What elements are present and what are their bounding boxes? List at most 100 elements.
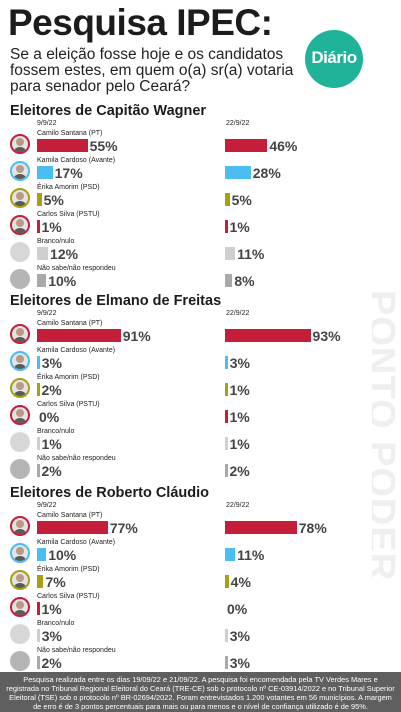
percentage-label: 4% xyxy=(230,574,251,590)
data-bar xyxy=(225,329,311,342)
data-bar xyxy=(37,464,40,477)
candidate-row: Érika Amorim (PSD) 5% 5% xyxy=(0,184,401,212)
data-bar xyxy=(37,629,40,642)
candidate-name: Kamila Cardoso (Avante) xyxy=(37,157,116,164)
data-bar xyxy=(37,139,88,152)
data-bar xyxy=(37,521,108,534)
data-bar xyxy=(225,521,297,534)
person-body-icon xyxy=(13,174,27,179)
data-bar xyxy=(225,166,251,179)
candidate-name: Carlos Silva (PSTU) xyxy=(37,593,100,600)
data-bar xyxy=(37,166,53,179)
candidate-photo xyxy=(10,378,30,398)
placeholder-circle-icon xyxy=(10,242,30,262)
person-icon xyxy=(16,138,24,146)
person-icon xyxy=(16,328,24,336)
data-bar xyxy=(225,383,228,396)
candidate-name: Érika Amorim (PSD) xyxy=(37,566,100,573)
data-bar xyxy=(225,220,228,233)
percentage-label: 55% xyxy=(89,138,118,154)
candidate-photo xyxy=(10,188,30,208)
candidate-name: Branco/nulo xyxy=(37,620,75,627)
candidate-row: Kamila Cardoso (Avante) 3% 3% xyxy=(0,347,401,375)
candidate-name: Não sabe/não respondeu xyxy=(37,265,116,272)
candidate-row: Érika Amorim (PSD) 2% 1% xyxy=(0,374,401,402)
percentage-label: 3% xyxy=(229,628,250,644)
candidate-photo xyxy=(10,405,30,425)
person-body-icon xyxy=(13,337,27,342)
percentage-label: 3% xyxy=(41,355,62,371)
candidate-photo xyxy=(10,134,30,154)
percentage-label: 46% xyxy=(269,138,298,154)
candidate-name: Branco/nulo xyxy=(37,428,75,435)
candidate-name: Camilo Santana (PT) xyxy=(37,130,103,137)
data-bar xyxy=(225,247,236,260)
candidate-name: Branco/nulo xyxy=(37,238,75,245)
candidate-name: Não sabe/não respondeu xyxy=(37,455,116,462)
percentage-label: 10% xyxy=(48,273,77,289)
data-bar xyxy=(37,356,40,369)
logo-text: Diário xyxy=(311,48,357,67)
candidate-row: Camilo Santana (PT) 77% 78% xyxy=(0,512,401,540)
person-icon xyxy=(16,219,24,227)
percentage-label: 1% xyxy=(229,382,250,398)
person-body-icon xyxy=(13,201,27,206)
percentage-label: 3% xyxy=(229,655,250,671)
percentage-label: 1% xyxy=(229,409,250,425)
data-bar xyxy=(225,274,233,287)
candidate-row: Camilo Santana (PT) 91% 93% xyxy=(0,320,401,348)
data-bar xyxy=(225,575,229,588)
percentage-label: 91% xyxy=(122,328,151,344)
data-bar xyxy=(37,437,40,450)
candidate-photo xyxy=(10,597,30,617)
percentage-label: 11% xyxy=(237,246,265,262)
data-bar xyxy=(37,329,121,342)
percentage-label: 0% xyxy=(227,601,248,617)
data-bar xyxy=(37,247,49,260)
page-title: Pesquisa IPEC: xyxy=(8,2,273,43)
candidate-row: Carlos Silva (PSTU) 1% 0% xyxy=(0,593,401,621)
candidate-row: Kamila Cardoso (Avante) 17% 28% xyxy=(0,157,401,185)
candidate-row: Carlos Silva (PSTU) 1% 1% xyxy=(0,211,401,239)
percentage-label: 5% xyxy=(231,192,252,208)
data-bar xyxy=(225,656,228,669)
person-icon xyxy=(16,355,24,363)
percentage-label: 1% xyxy=(229,436,250,452)
data-bar xyxy=(225,548,236,561)
candidate-name: Kamila Cardoso (Avante) xyxy=(37,539,116,546)
survey-question: Se a eleição fosse hoje e os candidatos … xyxy=(10,46,294,95)
percentage-label: 7% xyxy=(45,574,66,590)
candidate-name: Érika Amorim (PSD) xyxy=(37,374,100,381)
data-bar xyxy=(225,139,268,152)
placeholder-circle-icon xyxy=(10,459,30,479)
percentage-label: 12% xyxy=(50,246,79,262)
survey-date: 9/9/22 xyxy=(37,310,57,317)
person-icon xyxy=(16,409,24,417)
percentage-label: 3% xyxy=(229,355,250,371)
percentage-label: 2% xyxy=(41,463,62,479)
candidate-name: Carlos Silva (PSTU) xyxy=(37,401,100,408)
candidate-row: Camilo Santana (PT) 55% 46% xyxy=(0,130,401,158)
candidate-row: Érika Amorim (PSD) 7% 4% xyxy=(0,566,401,594)
candidate-row: Carlos Silva (PSTU) 0% 1% xyxy=(0,401,401,429)
candidate-name: Carlos Silva (PSTU) xyxy=(37,211,100,218)
section-title: Eleitores de Capitão Wagner xyxy=(10,103,207,119)
candidate-name: Camilo Santana (PT) xyxy=(37,320,103,327)
percentage-label: 93% xyxy=(312,328,341,344)
percentage-label: 8% xyxy=(234,273,255,289)
survey-date: 22/9/22 xyxy=(226,310,250,317)
percentage-label: 11% xyxy=(237,547,265,563)
percentage-label: 2% xyxy=(41,655,62,671)
section-title: Eleitores de Roberto Cláudio xyxy=(10,485,209,501)
candidate-row: Branco/nulo 1% 1% xyxy=(0,428,401,456)
percentage-label: 78% xyxy=(298,520,327,536)
percentage-label: 10% xyxy=(48,547,77,563)
person-icon xyxy=(16,574,24,582)
percentage-label: 1% xyxy=(41,436,62,452)
person-icon xyxy=(16,192,24,200)
data-bar xyxy=(37,602,40,615)
data-bar xyxy=(37,548,47,561)
placeholder-circle-icon xyxy=(10,651,30,671)
person-icon xyxy=(16,547,24,555)
candidate-row: Não sabe/não respondeu 2% 3% xyxy=(0,647,401,675)
